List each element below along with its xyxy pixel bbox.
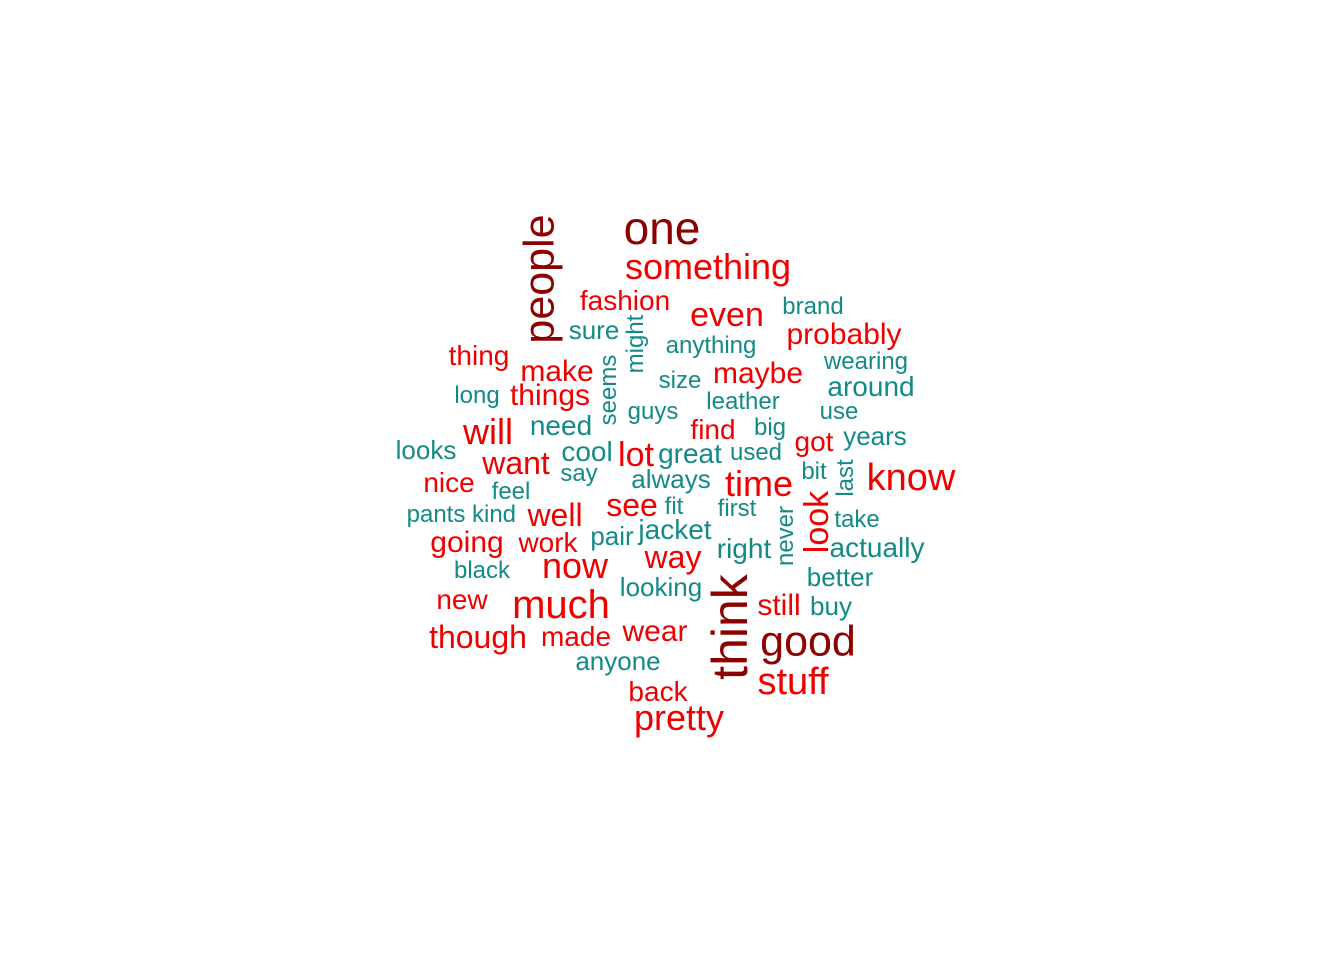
word-anyone: anyone: [575, 646, 661, 676]
word-know: know: [866, 457, 956, 499]
word-fit: fit: [664, 493, 684, 520]
word-never: never: [772, 505, 799, 567]
word-one: one: [623, 202, 701, 254]
word-find: find: [690, 414, 736, 445]
word-new: new: [436, 584, 488, 615]
word-wear: wear: [622, 615, 688, 648]
word-used: used: [729, 439, 783, 466]
word-black: black: [453, 557, 511, 584]
word-people: people: [515, 214, 564, 344]
word-made: made: [540, 621, 612, 652]
word-way: way: [644, 539, 702, 575]
word-think: think: [702, 574, 758, 680]
word-years: years: [843, 421, 907, 451]
word-say: say: [560, 460, 598, 487]
word-much: much: [512, 583, 610, 627]
word-probably: probably: [786, 318, 902, 351]
word-first: first: [717, 495, 757, 522]
word-feel: feel: [491, 478, 531, 505]
word-something: something: [624, 246, 792, 287]
word-still: still: [757, 589, 801, 622]
word-going: going: [430, 526, 504, 559]
word-even: even: [690, 296, 764, 334]
word-great: great: [658, 438, 722, 469]
word-long: long: [454, 382, 500, 409]
word-anything: anything: [665, 332, 757, 359]
word-need: need: [529, 410, 593, 441]
word-fashion: fashion: [579, 285, 671, 316]
word-thing: thing: [448, 340, 510, 371]
word-stuff: stuff: [757, 661, 829, 703]
word-seems: seems: [595, 354, 622, 426]
word-now: now: [541, 545, 609, 586]
word-will: will: [463, 411, 513, 452]
word-right: right: [716, 533, 772, 564]
word-cool: cool: [561, 436, 613, 467]
word-back: back: [628, 676, 688, 707]
word-good: good: [760, 617, 856, 666]
word-got: got: [794, 426, 834, 457]
word-brand: brand: [782, 293, 844, 320]
word-want: want: [482, 445, 550, 481]
word-might: might: [622, 314, 649, 374]
word-bit: bit: [801, 458, 827, 485]
word-maybe: maybe: [712, 357, 804, 390]
word-make: make: [520, 355, 594, 388]
word-last: last: [832, 459, 859, 497]
word-looks: looks: [395, 435, 457, 465]
word-actually: actually: [829, 532, 925, 563]
word-big: big: [753, 414, 787, 441]
word-always: always: [631, 464, 711, 494]
word-sure: sure: [568, 315, 620, 345]
word-jacket: jacket: [638, 514, 712, 545]
word-leather: leather: [706, 388, 780, 415]
word-kind: kind: [471, 501, 517, 528]
word-time: time: [724, 463, 794, 504]
word-things: things: [509, 379, 591, 412]
word-looking: looking: [619, 572, 703, 602]
word-though: though: [429, 619, 527, 655]
word-lot: lot: [618, 436, 654, 474]
word-pair: pair: [590, 521, 634, 551]
word-nice: nice: [423, 467, 475, 498]
word-see: see: [606, 487, 658, 523]
word-around: around: [827, 371, 915, 402]
word-size: size: [658, 367, 702, 394]
word-work: work: [518, 527, 578, 558]
word-pants: pants: [406, 501, 466, 528]
word-buy: buy: [810, 591, 852, 621]
word-use: use: [819, 398, 859, 425]
word-well: well: [527, 497, 583, 533]
word-pretty: pretty: [633, 697, 725, 738]
word-guys: guys: [627, 398, 679, 425]
word-better: better: [806, 562, 874, 592]
word-wearing: wearing: [823, 348, 909, 375]
word-take: take: [834, 506, 880, 533]
